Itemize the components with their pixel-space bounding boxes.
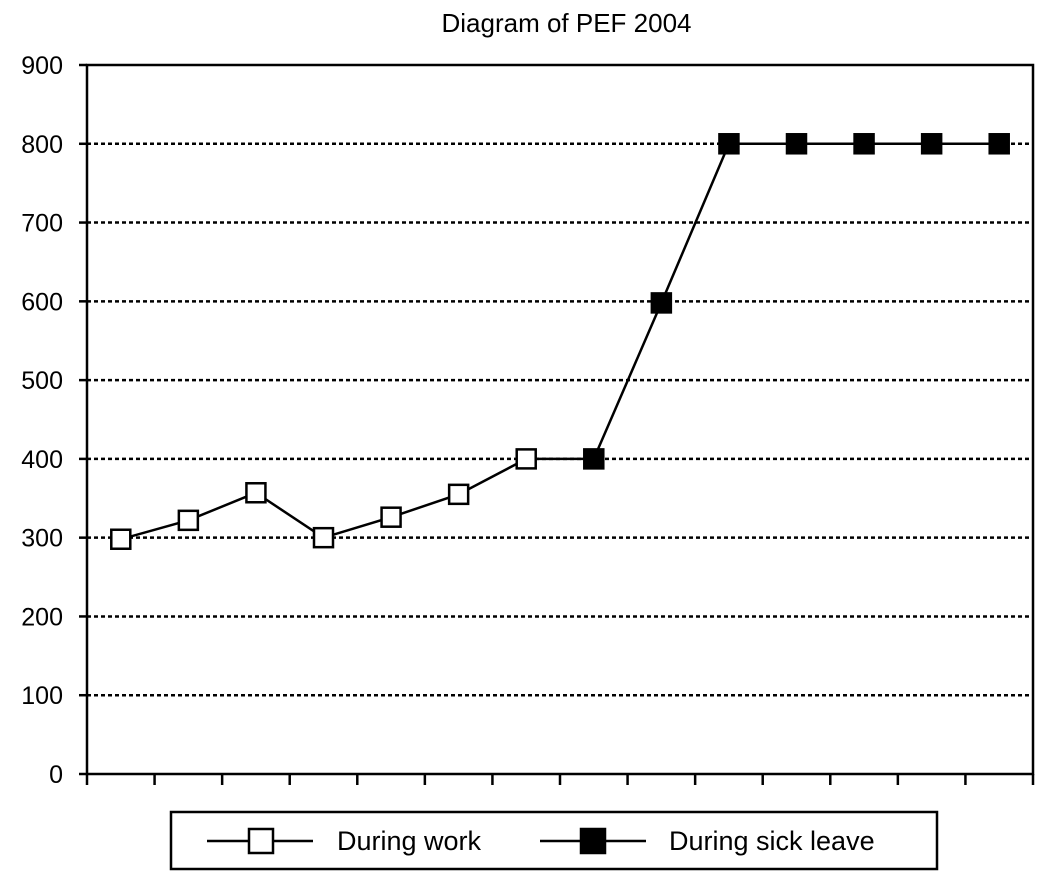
chart-title: Diagram of PEF 2004 xyxy=(441,8,692,38)
legend-marker xyxy=(579,827,607,855)
y-tick-label: 700 xyxy=(21,210,63,238)
y-tick-label: 400 xyxy=(21,446,63,474)
y-tick-label: 200 xyxy=(21,603,63,631)
legend-marker xyxy=(247,827,275,855)
sick-leave-point xyxy=(785,133,808,155)
plot-frame xyxy=(85,63,1035,776)
work-point xyxy=(515,448,537,470)
series-line xyxy=(120,142,1000,541)
work-point xyxy=(447,483,470,506)
y-tick-label: 900 xyxy=(21,52,63,80)
sick-leave-point xyxy=(650,292,673,314)
y-tick-label: 500 xyxy=(21,367,63,395)
work-point xyxy=(312,526,335,549)
legend: During work During sick leave xyxy=(169,810,939,871)
y-tick-label: 800 xyxy=(21,131,63,159)
sick-leave-point xyxy=(853,133,875,155)
axes: 0 100 200 300 400 500 600 700 800 900 xyxy=(21,52,1035,789)
y-tick-label: 100 xyxy=(21,682,63,710)
gridlines xyxy=(87,142,1033,697)
sick-leave-point xyxy=(920,133,943,155)
y-tick-label: 0 xyxy=(49,761,63,789)
sick-leave-point xyxy=(718,133,740,155)
y-tick-label: 600 xyxy=(21,288,63,316)
work-point xyxy=(177,509,200,532)
sick-leave-point xyxy=(583,448,605,470)
sick-leave-point xyxy=(988,133,1010,155)
y-tick-label: 300 xyxy=(21,525,63,553)
series-layer xyxy=(110,133,1010,550)
legend-label: During work xyxy=(337,826,482,856)
work-point xyxy=(380,506,402,528)
work-point xyxy=(245,482,267,504)
work-point xyxy=(110,528,132,550)
legend-label: During sick leave xyxy=(669,826,875,856)
